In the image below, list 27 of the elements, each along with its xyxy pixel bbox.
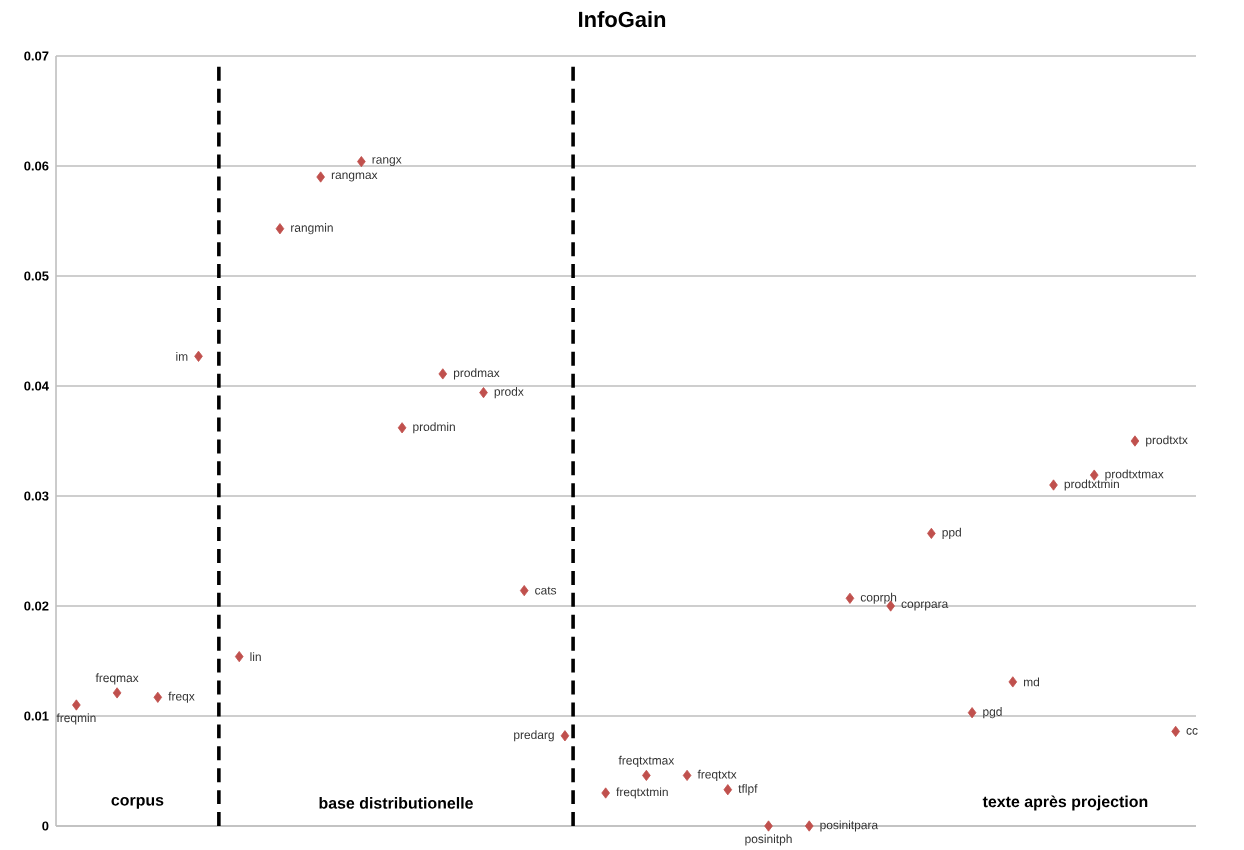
point [845, 592, 855, 604]
point [275, 223, 285, 235]
point [234, 651, 244, 663]
point [560, 730, 570, 742]
point [112, 687, 122, 699]
point [1171, 725, 1180, 737]
point [642, 769, 651, 781]
point [438, 368, 448, 380]
point [72, 699, 81, 711]
point [927, 527, 936, 539]
point [194, 350, 203, 362]
point [804, 820, 814, 832]
point [479, 387, 488, 399]
point [316, 171, 325, 183]
point [1008, 676, 1018, 688]
point [601, 787, 610, 799]
point [519, 585, 529, 597]
point [1049, 479, 1058, 491]
point [153, 691, 163, 703]
point [764, 820, 773, 832]
chart-title: InfoGain [579, 11, 666, 28]
point [723, 784, 733, 796]
point [682, 769, 692, 781]
point [967, 707, 977, 719]
point [357, 156, 366, 168]
point [397, 422, 407, 434]
point [1130, 435, 1140, 447]
